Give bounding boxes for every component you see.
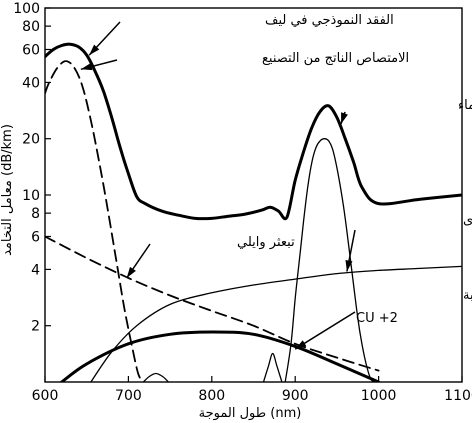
x-axis: 600 700 800 900 1000 1100 xyxy=(32,376,472,404)
series-total xyxy=(45,42,462,221)
annotation-fabrication: الامتصاص الناتج من التصنيع xyxy=(262,51,409,66)
annotation-impurities: امتصاص شوائب أخرى xyxy=(463,211,472,228)
arrow-rayleigh-head xyxy=(126,266,136,278)
y-tick-label: 8 xyxy=(31,206,40,222)
series-group xyxy=(45,42,462,382)
annotation-cu-ion: CU +2 xyxy=(356,311,398,326)
y-tick-label: 2 xyxy=(31,319,40,335)
x-axis-title: طول الموجة (nm) xyxy=(199,406,302,421)
arrow-fabrication-head xyxy=(80,63,93,71)
annotation-rayleigh: تبعثر وايلي xyxy=(237,235,295,250)
arrow-total-loss-head xyxy=(89,44,100,56)
x-tick-label: 900 xyxy=(282,388,309,404)
x-tick-label: 600 xyxy=(32,388,59,404)
x-tick-label: 1000 xyxy=(361,388,397,404)
arrow-water-band-head xyxy=(341,112,348,124)
x-tick-label: 700 xyxy=(115,388,142,404)
x-tick-label: 800 xyxy=(198,388,225,404)
annotation-water-band: عصابة امتصاص الماء xyxy=(458,98,472,113)
annotation-total-loss: الفقد النموذجي في ليف xyxy=(265,13,394,28)
y-tick-label: 40 xyxy=(22,75,40,91)
y-tick-label: 4 xyxy=(31,262,40,278)
arrow-impurities-head xyxy=(345,260,353,272)
series-rayleigh xyxy=(45,235,380,372)
series-bump1 xyxy=(142,372,170,382)
y-tick-label: 6 xyxy=(31,229,40,245)
y-axis-title: معامل التخامد (dB/km) xyxy=(0,124,15,256)
y-tick-label: 80 xyxy=(22,19,40,35)
y-tick-label: 10 xyxy=(22,188,40,204)
y-tick-label: 20 xyxy=(22,132,40,148)
arrow-cu-impurity-head xyxy=(295,340,307,350)
x-tick-label: 1100 xyxy=(444,388,472,404)
series-bump2 xyxy=(262,352,283,382)
y-axis: 2 4 6 8 10 20 40 60 80 100 xyxy=(13,1,51,335)
annotation-cu-impurity: امتصاص الشائبة xyxy=(463,288,472,303)
arrow-cu-impurity xyxy=(294,311,356,350)
series-fabrication xyxy=(45,60,145,382)
series-cu xyxy=(60,330,381,382)
y-tick-label: 60 xyxy=(22,42,40,58)
annotation-arrows xyxy=(80,21,356,350)
series-impurities xyxy=(90,265,462,382)
y-tick-label: 100 xyxy=(13,1,40,17)
series-water xyxy=(284,138,375,382)
